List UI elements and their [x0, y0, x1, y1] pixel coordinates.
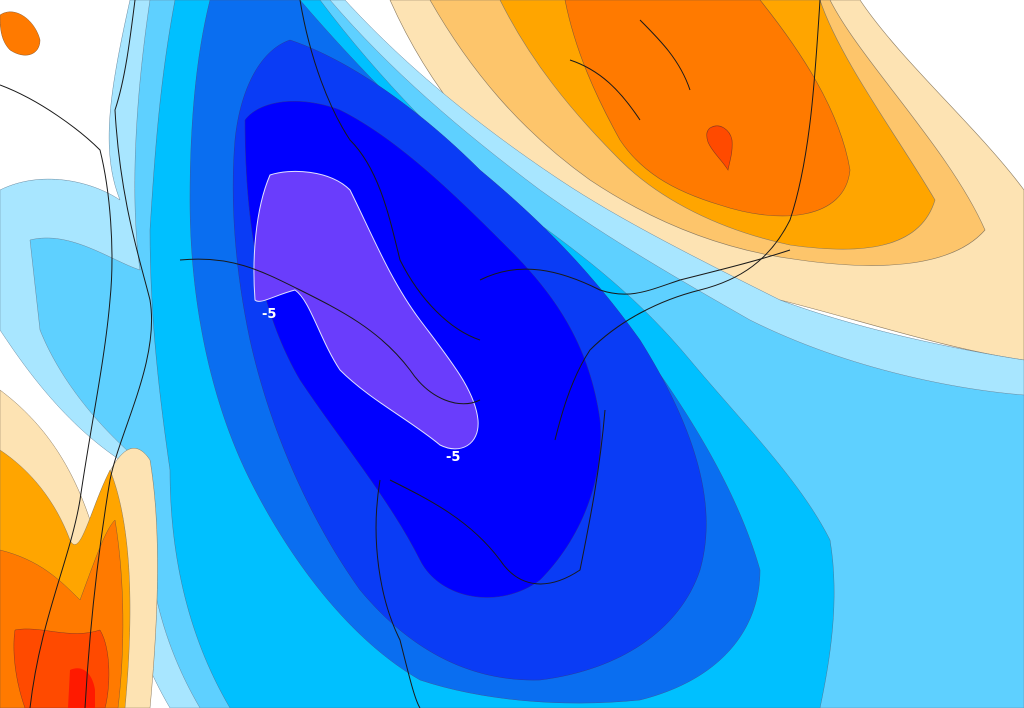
warm-anomaly-northeast — [389, 0, 1024, 361]
contour-label-minus5-south: -5 — [446, 450, 460, 465]
warm-anomaly-southwest — [0, 11, 158, 708]
country-borders — [0, 0, 821, 708]
contour-label-minus5-west: -5 — [262, 307, 276, 322]
